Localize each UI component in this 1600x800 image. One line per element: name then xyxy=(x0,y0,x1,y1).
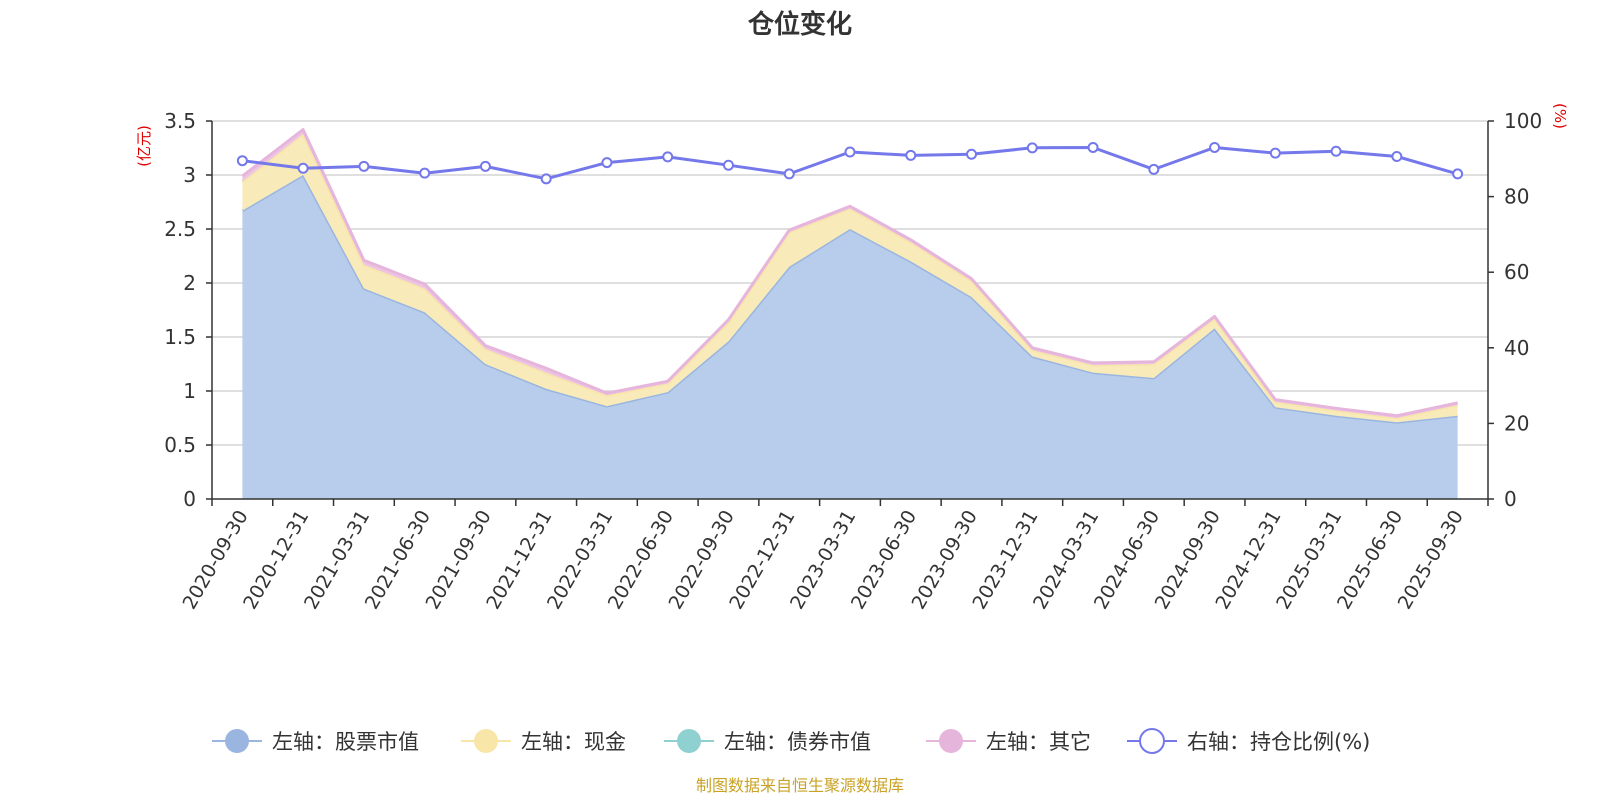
right-tick-label: 60 xyxy=(1504,260,1529,284)
ratio-point xyxy=(358,160,370,172)
legend-swatch-marker xyxy=(474,729,498,753)
area-fill-左轴：股票市值 xyxy=(242,175,1458,499)
right-tick-label: 20 xyxy=(1504,411,1529,435)
legend-swatch-marker xyxy=(939,729,963,753)
ratio-point xyxy=(479,160,491,172)
left-tick-label: 0.5 xyxy=(164,433,196,457)
ratio-point xyxy=(1330,145,1342,157)
area-series xyxy=(241,128,1458,499)
left-tick-label: 2.5 xyxy=(164,217,196,241)
legend-label: 左轴：股票市值 xyxy=(272,730,419,754)
right-axis-unit: (%) xyxy=(1551,103,1569,129)
ratio-point xyxy=(601,157,613,169)
right-tick-label: 40 xyxy=(1504,336,1529,360)
left-tick-label: 1 xyxy=(183,379,196,403)
left-tick-label: 0 xyxy=(183,487,196,511)
legend-swatch-marker xyxy=(225,729,249,753)
legend-label: 左轴：其它 xyxy=(986,730,1091,754)
ratio-point xyxy=(1452,168,1464,180)
ratio-point xyxy=(905,149,917,161)
legend-swatch-marker xyxy=(677,729,701,753)
legend-label: 左轴：现金 xyxy=(521,730,626,754)
ratio-point xyxy=(1391,151,1403,163)
ratio-point xyxy=(662,151,674,163)
area-line-左轴：其它 xyxy=(241,128,1458,418)
legend-label: 左轴：债券市值 xyxy=(724,730,871,754)
ratio-point xyxy=(1026,142,1038,154)
ratio-point xyxy=(844,146,856,158)
right-tick-label: 100 xyxy=(1504,109,1542,133)
ratio-point xyxy=(722,159,734,171)
legend-swatch-marker xyxy=(1139,728,1165,754)
legend-label: 右轴：持仓比例(%) xyxy=(1187,730,1370,754)
legend-item[interactable]: 左轴：其它 xyxy=(926,729,1091,754)
ratio-point xyxy=(1269,147,1281,159)
left-tick-label: 1.5 xyxy=(164,325,196,349)
ratio-point xyxy=(1087,141,1099,153)
chart-title: 仓位变化 xyxy=(747,9,852,40)
right-tick-label: 0 xyxy=(1504,487,1517,511)
ratio-point xyxy=(419,167,431,179)
legend-item[interactable]: 右轴：持仓比例(%) xyxy=(1127,728,1370,754)
x-tick-label: 2025-09-30 xyxy=(1394,507,1468,614)
ratio-point xyxy=(966,148,978,160)
source-note: 制图数据来自恒生聚源数据库 xyxy=(696,776,904,795)
ratio-line-series xyxy=(236,141,1464,185)
ratio-point xyxy=(236,155,248,167)
ratio-point xyxy=(783,168,795,180)
left-tick-label: 2 xyxy=(183,271,196,295)
ratio-point xyxy=(1209,141,1221,153)
left-tick-label: 3.5 xyxy=(164,109,196,133)
left-tick-label: 3 xyxy=(183,163,196,187)
left-axis-unit: (亿元) xyxy=(135,125,153,167)
ratio-point xyxy=(540,173,552,185)
legend: 左轴：股票市值 左轴：现金 左轴：债券市值 左轴：其它 右轴：持仓比例(%) xyxy=(212,728,1370,754)
ratio-point xyxy=(297,162,309,174)
legend-item[interactable]: 左轴：现金 xyxy=(461,729,626,754)
right-tick-label: 80 xyxy=(1504,185,1529,209)
ratio-point xyxy=(1148,163,1160,175)
legend-item[interactable]: 左轴：股票市值 xyxy=(212,729,419,754)
legend-item[interactable]: 左轴：债券市值 xyxy=(664,729,871,754)
